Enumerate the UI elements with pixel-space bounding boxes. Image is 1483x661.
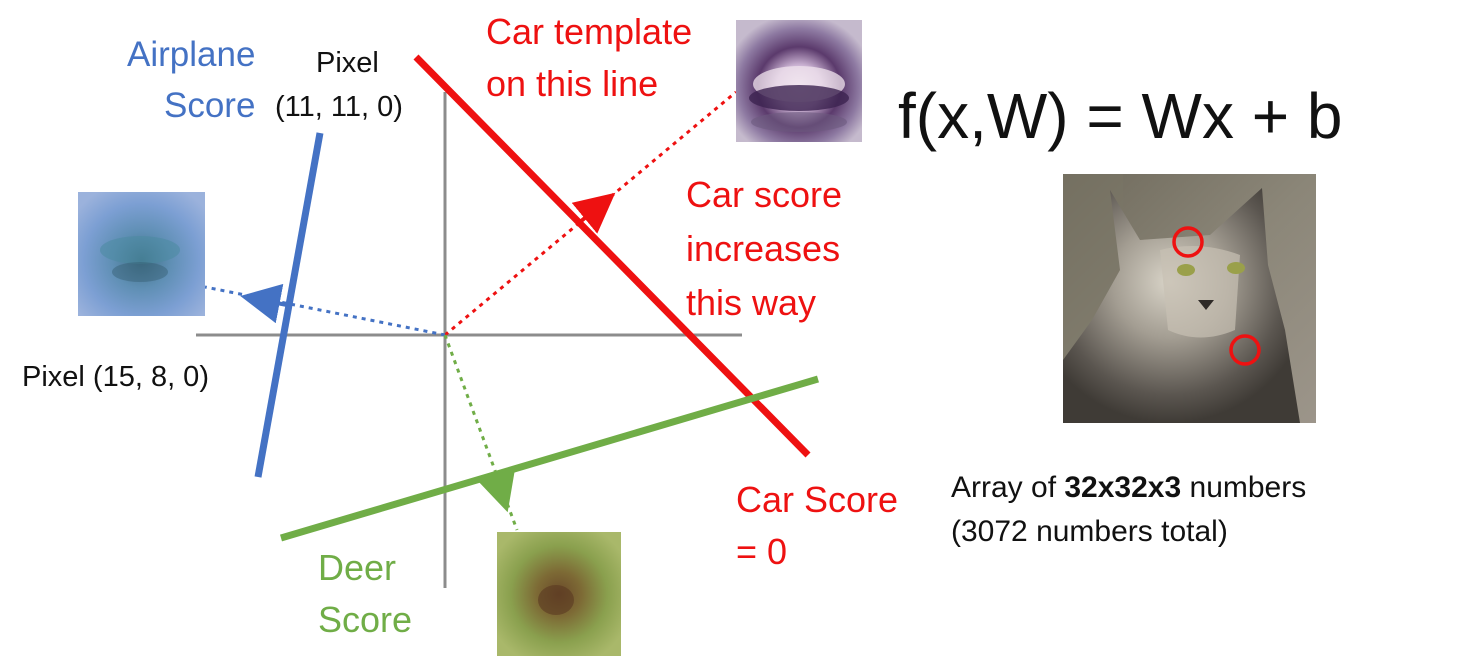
car-template-line1: Car template [486, 11, 693, 52]
pixel-left-label: Pixel (15, 8, 0) [22, 361, 209, 393]
car-decision-line [413, 54, 811, 458]
airplane-score-line1: Airplane [127, 35, 256, 74]
deer-normal-arrow [476, 468, 516, 513]
car-score-increases-line1: Car score [686, 174, 843, 215]
pixel-top-word: Pixel [316, 47, 379, 79]
pixel-marker-circle-2 [1229, 334, 1261, 366]
airplane-template-dotted-line [204, 285, 446, 337]
array-caption-dims: 32x32x3 [1064, 471, 1182, 504]
deer-score-line1: Deer [318, 547, 397, 588]
pixel-top-label: Pixel (11, 11, 0) [275, 42, 403, 129]
deer-score-label: Deer Score [318, 542, 412, 646]
car-score-zero-label: Car Score = 0 [736, 474, 898, 578]
car-normal-arrow [571, 192, 616, 234]
car-template-label: Car template on this line [486, 6, 692, 110]
array-caption: Array of 32x32x3 numbers (3072 numbers t… [951, 466, 1306, 553]
airplane-normal-arrow [240, 283, 288, 324]
airplane-score-label: Airplane Score [112, 30, 255, 132]
array-caption-suffix: numbers [1181, 471, 1307, 504]
pixel-marker-circle-1 [1172, 226, 1204, 258]
car-score-increases-line2: increases [686, 228, 841, 269]
airplane-template-image [78, 192, 205, 316]
array-caption-prefix: Array of [951, 471, 1065, 504]
car-score-increases-label: Car score increases this way [686, 168, 842, 330]
linear-score-formula: f(x,W) = Wx + b [898, 80, 1343, 152]
car-template-line2: on this line [486, 63, 659, 105]
deer-template-dotted-line [443, 334, 519, 531]
car-template-image [736, 20, 862, 142]
array-caption-line2: (3072 numbers total) [951, 514, 1228, 548]
deer-decision-line [280, 375, 819, 542]
deer-template-image [497, 532, 621, 656]
array-caption-line1: Array of 32x32x3 numbers [951, 466, 1306, 510]
pixel-top-coord: (11, 11, 0) [275, 90, 403, 123]
car-score-zero-line1: Car Score [736, 479, 899, 520]
cat-photo [1063, 174, 1316, 423]
car-score-increases-line3: this way [686, 282, 817, 323]
airplane-decision-line [254, 132, 324, 478]
deer-score-line2: Score [318, 599, 413, 641]
airplane-score-line2: Score [164, 85, 256, 125]
car-score-zero-line2: = 0 [736, 531, 788, 573]
